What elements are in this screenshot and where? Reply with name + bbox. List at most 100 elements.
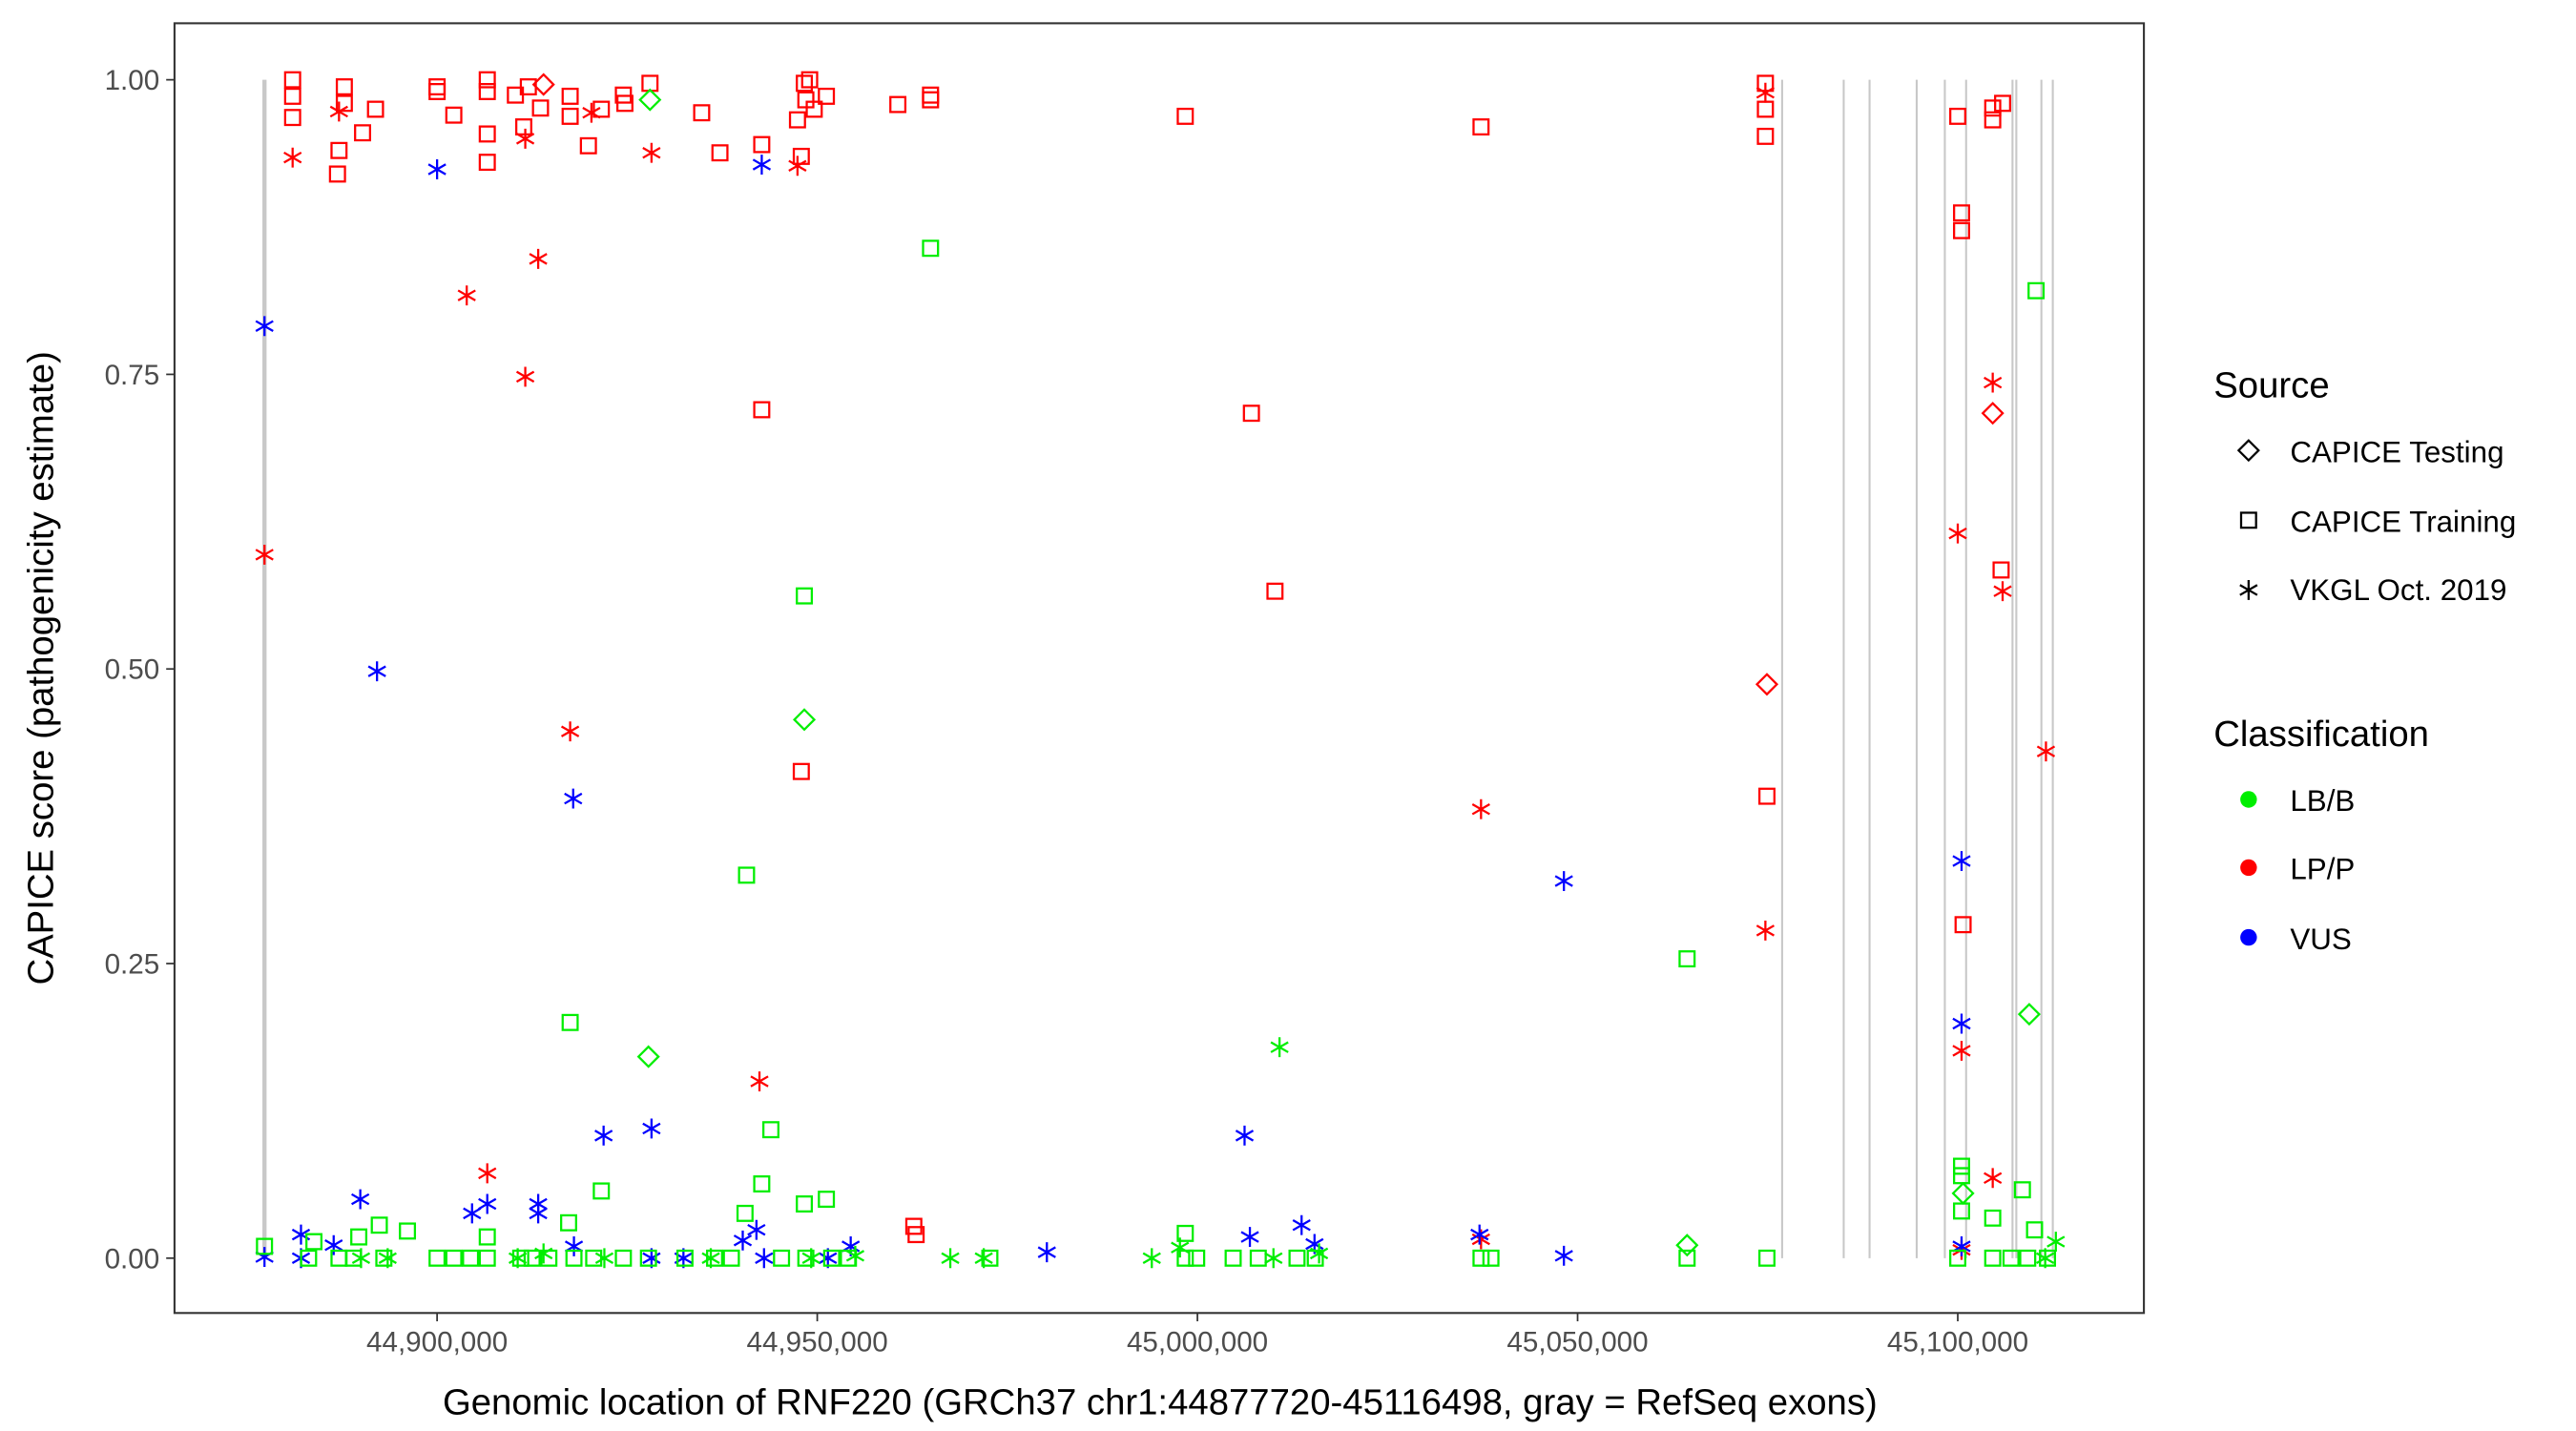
x-tick-label: 45,000,000 [1127, 1326, 1268, 1358]
data-point [256, 1237, 274, 1255]
data-point [922, 239, 940, 258]
data-point [818, 1191, 836, 1209]
data-point [1249, 1249, 1267, 1267]
data-point [2002, 1249, 2020, 1267]
data-point [638, 88, 662, 112]
data-point [523, 1249, 541, 1267]
data-point [1266, 582, 1284, 600]
data-point [736, 1204, 754, 1222]
data-point [335, 78, 353, 96]
data-point [564, 1236, 584, 1256]
x-axis-ticks: 44,900,000 44,950,000 45,000,000 45,050,000… [366, 1313, 2028, 1358]
data-point [1171, 1237, 1190, 1258]
data-point [1188, 1249, 1206, 1267]
data-point [531, 73, 555, 96]
x-tick-label: 45,100,000 [1887, 1326, 2028, 1358]
data-point [792, 708, 817, 732]
data-point [1984, 372, 2003, 393]
data-point [534, 1243, 553, 1264]
data-point [2019, 1249, 2037, 1267]
data-point [1235, 1125, 1255, 1146]
data-point [1288, 1249, 1306, 1267]
y-tick-label: 0.00 [105, 1243, 160, 1275]
data-point [560, 1213, 577, 1232]
data-point [478, 154, 496, 172]
data-point [283, 87, 301, 105]
data-point [1952, 1040, 1971, 1061]
data-point [478, 1249, 496, 1267]
data-point [1471, 798, 1490, 819]
data-point [1755, 673, 1779, 696]
data-point [818, 87, 836, 105]
data-point [579, 136, 597, 155]
data-point [1993, 581, 2012, 602]
data-point [428, 83, 447, 100]
data-point [1142, 1248, 1161, 1269]
data-point [1675, 1234, 1699, 1257]
data-point [1954, 916, 1972, 934]
data-point [922, 86, 940, 104]
data-point [801, 1248, 821, 1269]
legend-key-diamond-icon [2236, 439, 2260, 463]
data-point [636, 1045, 660, 1068]
data-point [255, 544, 274, 565]
data-point [701, 1248, 720, 1269]
legend-class-title: Classification [2213, 714, 2429, 755]
data-point [792, 762, 810, 780]
data-point [300, 1249, 318, 1267]
data-point [755, 1248, 774, 1269]
data-point [1953, 1202, 1970, 1220]
data-point [594, 1125, 613, 1146]
data-point [1953, 204, 1970, 222]
data-point [753, 135, 771, 154]
data-point [399, 1222, 417, 1240]
data-point [1757, 787, 1776, 805]
data-point [592, 100, 611, 118]
data-point [675, 1249, 694, 1267]
data-point [800, 71, 819, 89]
data-points [255, 71, 2066, 1269]
data-point [1472, 1249, 1490, 1267]
legend-key-square-icon [2239, 511, 2257, 529]
y-tick-label: 0.75 [105, 360, 160, 391]
data-point [1981, 402, 2005, 425]
data-point [529, 1203, 548, 1224]
data-point [351, 1248, 371, 1269]
data-point [796, 587, 814, 605]
data-point [478, 1228, 496, 1246]
data-point [1953, 1167, 1970, 1185]
data-point [2017, 1003, 2041, 1027]
data-point [796, 74, 814, 93]
y-tick-label: 1.00 [105, 65, 160, 96]
data-point [922, 91, 940, 109]
data-point [457, 285, 476, 306]
data-point [733, 1230, 753, 1251]
data-point [1949, 107, 1966, 125]
data-point [511, 1249, 530, 1267]
data-point [585, 1249, 603, 1267]
data-point [711, 144, 729, 162]
x-tick-label: 44,900,000 [366, 1326, 508, 1358]
y-axis-label: CAPICE score (pathogenicity estimate) [21, 351, 62, 985]
data-point [2013, 1181, 2031, 1199]
data-point [2025, 1221, 2044, 1239]
x-axis-label: Genomic location of RNF220 (GRCh37 chr1:… [443, 1382, 1878, 1423]
data-point [788, 111, 806, 129]
data-point [639, 1249, 657, 1267]
legend-key-dot-icon [2240, 859, 2257, 877]
data-point [561, 107, 579, 125]
data-point [531, 99, 550, 117]
data-point [753, 401, 771, 419]
data-point [305, 1233, 322, 1251]
data-point [1176, 107, 1195, 125]
exon-lines [262, 79, 2054, 1258]
data-point [378, 1248, 397, 1269]
data-point [478, 125, 496, 143]
data-point [1952, 851, 1971, 872]
data-point [753, 1175, 771, 1192]
data-point [1554, 1245, 1573, 1266]
data-point [1984, 99, 2002, 117]
legend-source-label: CAPICE Testing [2290, 435, 2503, 468]
data-point [329, 101, 348, 122]
